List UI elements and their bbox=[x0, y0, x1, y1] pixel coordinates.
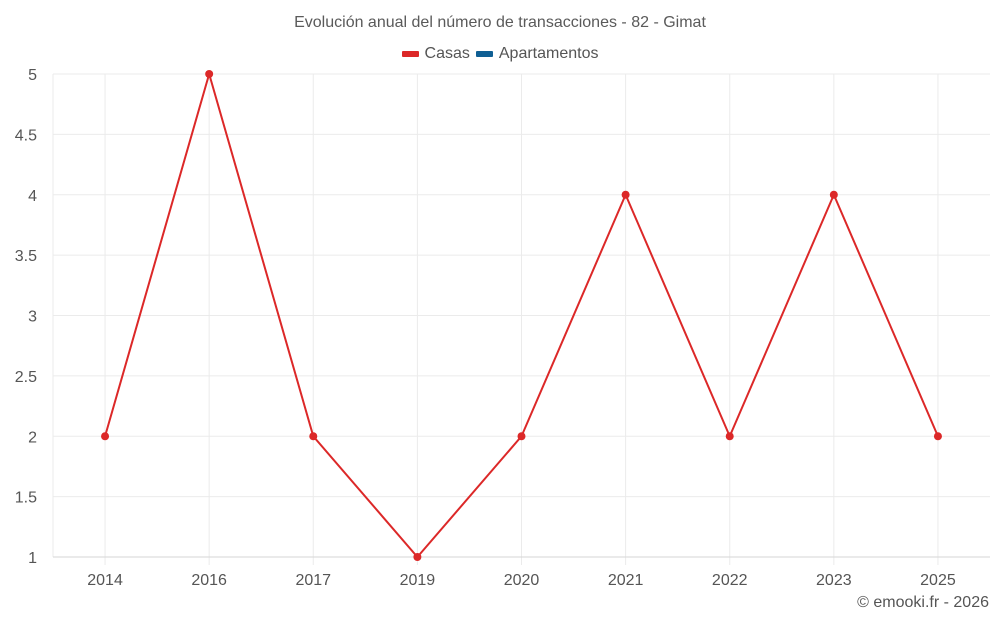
chart-grid bbox=[52, 73, 990, 565]
credit-text: © emooki.fr - 2026 bbox=[857, 594, 989, 611]
y-tick-label: 5 bbox=[28, 67, 37, 84]
y-axis: 1 1.5 2 2.5 3 3.5 4 4.5 5 bbox=[15, 67, 37, 567]
data-point-marker[interactable] bbox=[205, 70, 214, 78]
data-point-marker[interactable] bbox=[517, 432, 526, 441]
x-tick-label: 2017 bbox=[295, 572, 331, 589]
data-point-marker[interactable] bbox=[413, 553, 422, 561]
x-tick-label: 2014 bbox=[87, 572, 123, 589]
y-tick-label: 1 bbox=[28, 550, 37, 567]
y-tick-label: 2.5 bbox=[15, 369, 37, 386]
chart-title: Evolución anual del número de transaccio… bbox=[294, 14, 706, 31]
legend-swatch-casas-icon bbox=[401, 51, 419, 57]
y-tick-label: 1.5 bbox=[15, 490, 37, 507]
data-point-marker[interactable] bbox=[933, 432, 942, 441]
x-tick-label: 2023 bbox=[816, 572, 852, 589]
legend-label-casas: Casas bbox=[424, 45, 470, 62]
series-casas bbox=[101, 70, 942, 561]
x-tick-label: 2016 bbox=[191, 572, 227, 589]
x-tick-label: 2022 bbox=[712, 572, 748, 589]
x-tick-label: 2020 bbox=[504, 572, 540, 589]
legend-item-casas[interactable]: Casas bbox=[401, 45, 470, 63]
data-point-marker[interactable] bbox=[101, 432, 110, 441]
data-point-marker[interactable] bbox=[829, 190, 838, 199]
y-tick-label: 3 bbox=[28, 309, 37, 326]
legend-item-apartamentos[interactable]: Apartamentos bbox=[475, 45, 599, 63]
x-tick-label: 2025 bbox=[920, 572, 956, 589]
y-tick-label: 2 bbox=[28, 429, 37, 446]
y-tick-label: 4 bbox=[28, 188, 37, 205]
data-point-marker[interactable] bbox=[621, 190, 630, 199]
data-point-marker[interactable] bbox=[725, 432, 734, 441]
x-axis: 2014 2016 2017 2019 2020 2021 2022 2023 2025 bbox=[53, 556, 990, 589]
y-tick-label: 4.5 bbox=[15, 127, 37, 144]
y-tick-label: 3.5 bbox=[15, 248, 37, 265]
chart-legend: Casas Apartamentos bbox=[0, 45, 1000, 63]
legend-swatch-apartamentos-icon bbox=[475, 51, 493, 57]
data-point-marker[interactable] bbox=[309, 432, 318, 441]
x-tick-label: 2021 bbox=[608, 572, 644, 589]
x-tick-label: 2019 bbox=[400, 572, 436, 589]
legend-label-apartamentos: Apartamentos bbox=[498, 45, 599, 62]
